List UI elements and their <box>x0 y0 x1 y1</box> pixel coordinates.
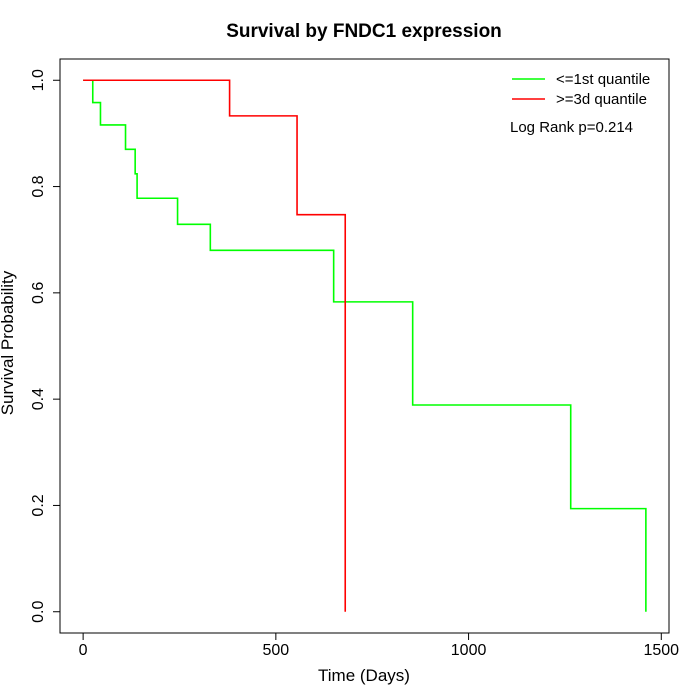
plot-frame <box>59 58 670 634</box>
y-tick-label: 1.0 <box>30 69 47 91</box>
legend-label: >=3d quantile <box>556 91 647 108</box>
series-line-1 <box>83 79 647 612</box>
legend-label: <=1st quantile <box>556 71 650 88</box>
y-tick-label: 0.6 <box>30 282 47 304</box>
y-tick-label: 0.4 <box>30 388 47 410</box>
series-line-2 <box>83 79 347 612</box>
y-tick-label: 0.0 <box>30 601 47 623</box>
x-tick-label: 1500 <box>643 642 679 659</box>
x-axis: 0 500 1000 1500 <box>79 632 679 659</box>
legend: <=1st quantile >=3d quantile <box>512 71 650 108</box>
y-axis: 0.0 0.2 0.4 0.6 0.8 1.0 <box>30 69 61 623</box>
y-tick-label: 0.8 <box>30 175 47 197</box>
x-tick-label: 500 <box>262 642 289 659</box>
x-tick-label: 1000 <box>451 642 487 659</box>
x-axis-label: Time (Days) <box>318 666 410 685</box>
y-tick-label: 0.2 <box>30 494 47 516</box>
chart-title: Survival by FNDC1 expression <box>226 21 502 42</box>
y-axis-label: Survival Probability <box>0 270 17 415</box>
log-rank-annotation: Log Rank p=0.214 <box>510 119 633 136</box>
series-layer <box>83 79 647 612</box>
x-tick-label: 0 <box>79 642 88 659</box>
